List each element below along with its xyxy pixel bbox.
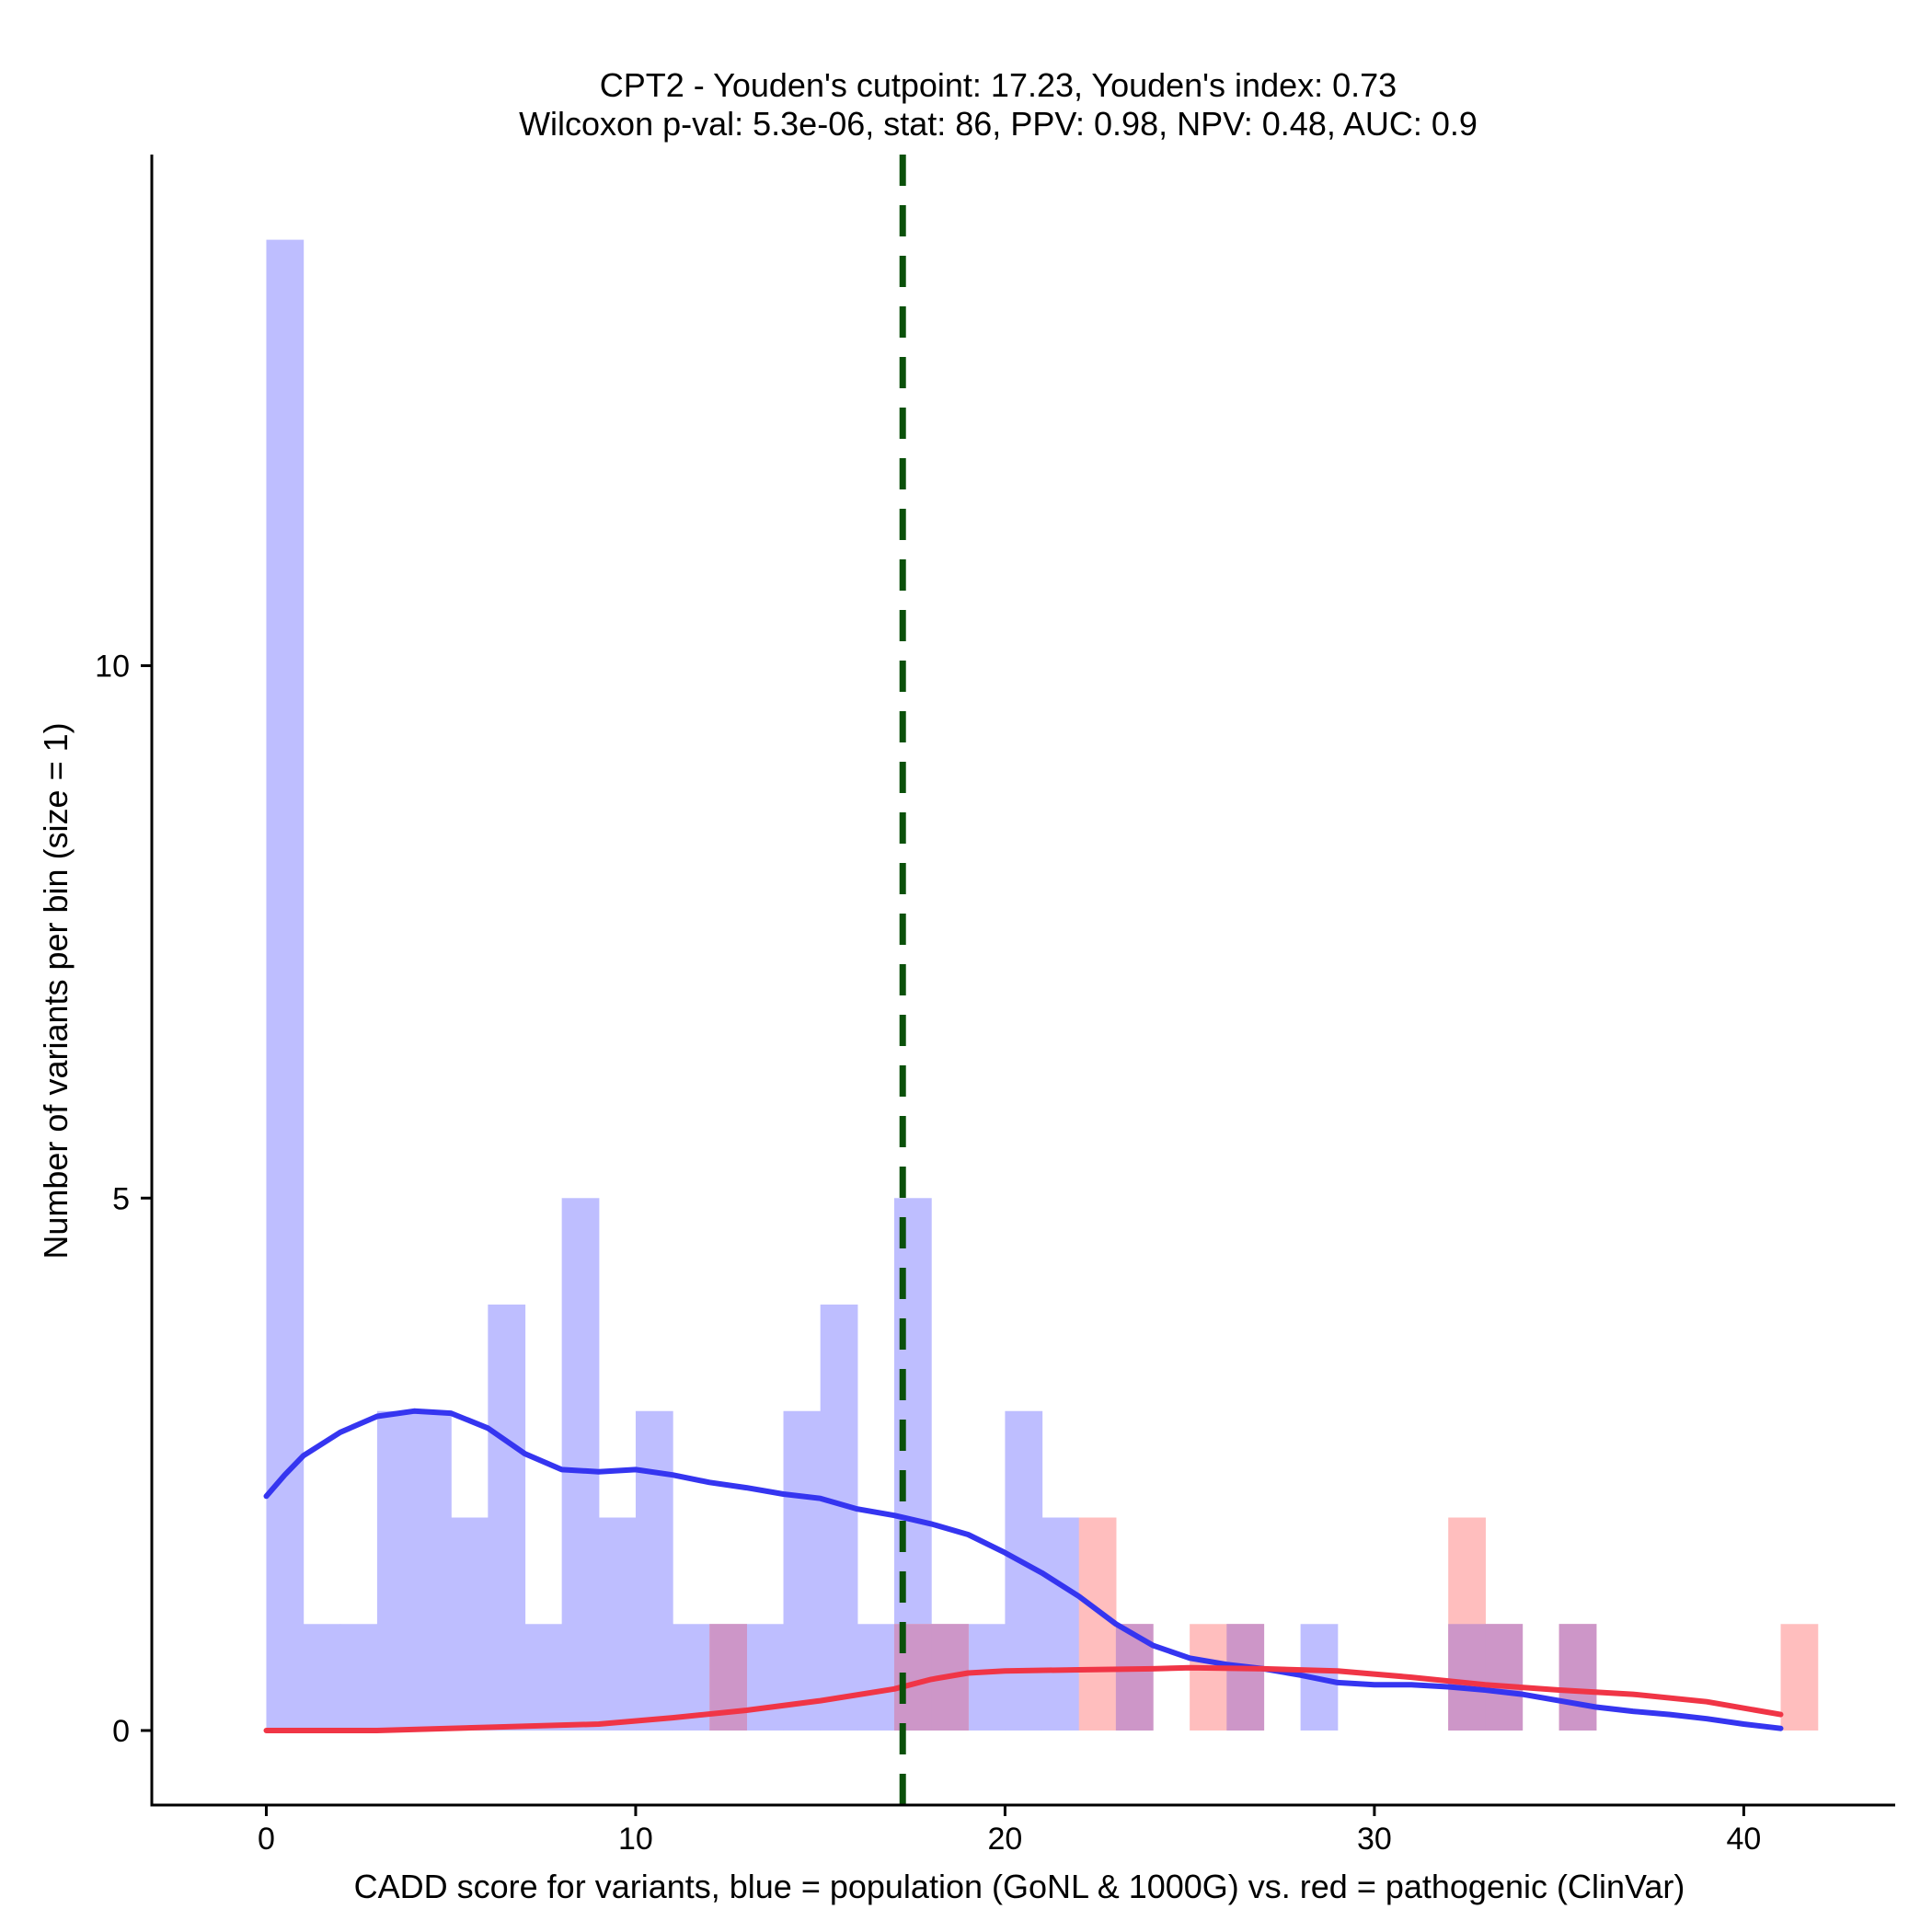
x-tick-label: 0 [258, 1822, 275, 1857]
pathogenic-density-curve [263, 1664, 1784, 1733]
population-bar [635, 1410, 673, 1731]
population-bar [266, 239, 305, 1731]
population-bar [524, 1624, 563, 1731]
y-tick-label: 10 [95, 650, 130, 684]
pathogenic-bar [1078, 1517, 1117, 1731]
population-bar [783, 1410, 822, 1731]
population-bar [376, 1410, 415, 1731]
overlap-bar [1448, 1624, 1486, 1731]
y-tick-label: 0 [112, 1714, 130, 1749]
density-curves [263, 1408, 1784, 1733]
population-density-curve [263, 1408, 1784, 1731]
x-tick-label: 30 [1357, 1822, 1392, 1857]
population-bar [968, 1624, 1006, 1731]
pathogenic-bar [1780, 1624, 1819, 1731]
population-bar [746, 1624, 785, 1731]
population-bar [561, 1198, 600, 1731]
population-bar [857, 1624, 895, 1731]
population-bar [414, 1410, 452, 1731]
y-axis-title: Number of variants per bin (size = 1) [37, 722, 75, 1259]
population-bar [339, 1624, 378, 1731]
y-ticks: 0 5 10 [95, 650, 152, 1749]
overlap-bar [1485, 1624, 1524, 1731]
pathogenic-bar [1190, 1624, 1227, 1731]
chart-title: CPT2 - Youden's cutpoint: 17.23, Youden'… [600, 66, 1397, 104]
overlap-bar [1558, 1624, 1597, 1731]
y-tick-label: 5 [112, 1181, 130, 1216]
x-axis-title: CADD score for variants, blue = populati… [354, 1868, 1685, 1905]
x-tick-label: 10 [618, 1822, 653, 1857]
overlap-bar [1226, 1624, 1265, 1731]
population-bar [303, 1624, 341, 1731]
x-ticks: 0 10 20 30 40 [258, 1805, 1761, 1857]
population-bars [266, 239, 1597, 1731]
population-bar [1041, 1517, 1080, 1731]
chart-subtitle: Wilcoxon p-val: 5.3e-06, stat: 86, PPV: … [519, 105, 1478, 143]
population-bar [451, 1517, 489, 1731]
x-tick-label: 40 [1726, 1822, 1761, 1857]
axes [150, 155, 1895, 1807]
population-bar [820, 1305, 858, 1731]
population-bar [598, 1517, 637, 1731]
population-bar [488, 1305, 526, 1731]
x-tick-label: 20 [988, 1822, 1023, 1857]
